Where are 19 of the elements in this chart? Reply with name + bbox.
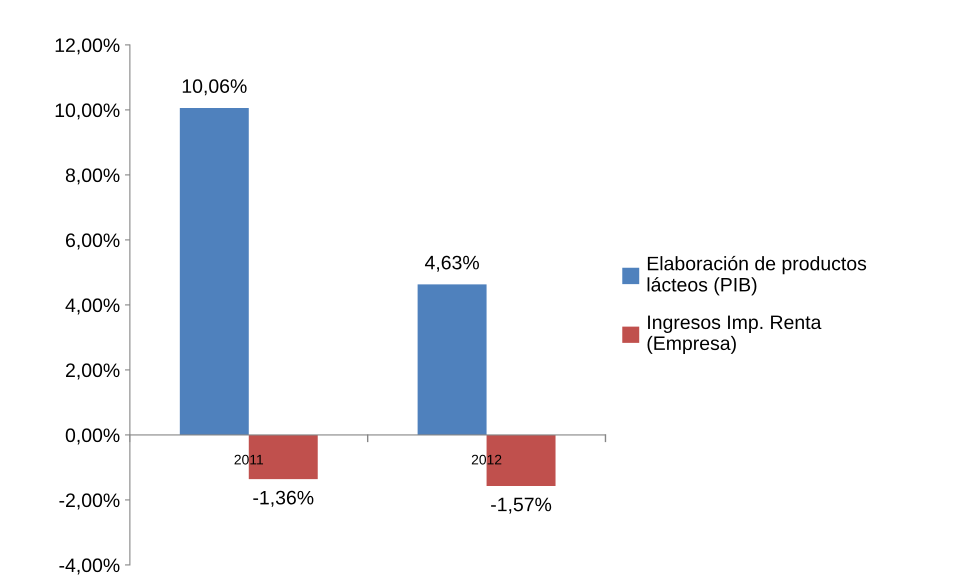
y-tick-label: 0,00% bbox=[66, 428, 120, 444]
y-tick-label: 10,00% bbox=[56, 103, 120, 120]
data-label: -1,36% bbox=[253, 490, 314, 507]
y-tick-label: 12,00% bbox=[56, 38, 120, 54]
data-label: 10,06% bbox=[182, 79, 247, 96]
data-label: -1,57% bbox=[491, 498, 552, 514]
x-tick-label: 2012 bbox=[472, 454, 502, 465]
bar bbox=[418, 284, 487, 435]
y-tick-label: 8,00% bbox=[66, 168, 120, 184]
y-tick-label: 6,00% bbox=[66, 233, 120, 250]
legend-label: Elaboración de productos lácteos (PIB) bbox=[648, 256, 866, 296]
legend-label: Ingresos Imp. Renta (Empresa) bbox=[648, 316, 822, 354]
y-tick-label: 4,00% bbox=[65, 298, 120, 314]
data-label: 4,63% bbox=[424, 256, 479, 272]
x-tick-label: 2011 bbox=[234, 454, 264, 465]
bar bbox=[180, 108, 249, 435]
y-tick-label: 2,00% bbox=[66, 363, 120, 380]
y-tick-label: -2,00% bbox=[59, 493, 120, 510]
y-tick-label: -4,00% bbox=[59, 558, 120, 574]
